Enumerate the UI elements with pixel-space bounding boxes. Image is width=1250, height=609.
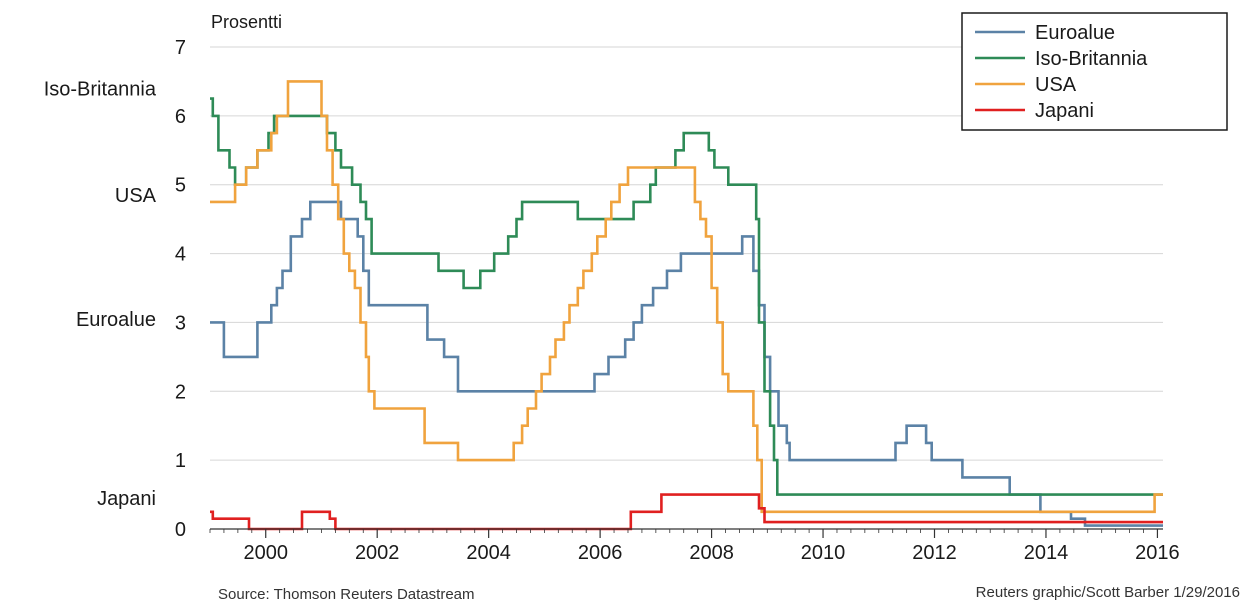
series-line-usa (210, 80, 1163, 514)
legend-label-euroalue: Euroalue (1035, 22, 1115, 44)
x-tick-label-2006: 2006 (578, 542, 623, 564)
side-label-japani: Japani (97, 488, 156, 510)
side-labels: Iso-Britannia USA Euroalue Japani (44, 78, 157, 510)
y-tick-label-2: 2 (175, 381, 186, 403)
y-tick-label-5: 5 (175, 175, 186, 197)
y-tick-label-4: 4 (175, 244, 186, 266)
y-tick-label-7: 7 (175, 37, 186, 59)
legend-label-iso-britannia: Iso-Britannia (1035, 48, 1148, 70)
x-tick-label-2012: 2012 (912, 542, 957, 564)
series-line-japani (210, 493, 1163, 531)
y-tick-label-0: 0 (175, 519, 186, 541)
x-tick-label-2008: 2008 (689, 542, 734, 564)
series-lines (210, 80, 1163, 531)
x-tick-label-2002: 2002 (355, 542, 400, 564)
x-tick-label-2000: 2000 (243, 542, 288, 564)
y-tick-label-3: 3 (175, 312, 186, 334)
series-line-euroalue (210, 200, 1163, 527)
source-note: Source: Thomson Reuters Datastream (218, 586, 475, 603)
legend-label-usa: USA (1035, 74, 1077, 96)
series-line-iso-britannia (210, 97, 1163, 496)
x-tick-label-2010: 2010 (801, 542, 846, 564)
credit-note: Reuters graphic/Scott Barber 1/29/2016 (976, 584, 1240, 601)
side-label-iso-britannia: Iso-Britannia (44, 78, 157, 100)
side-label-usa: USA (115, 185, 157, 207)
x-tick-label-2014: 2014 (1024, 542, 1069, 564)
x-tick-label-2016: 2016 (1135, 542, 1180, 564)
y-tick-label-1: 1 (175, 450, 186, 472)
legend: Euroalue Iso-Britannia USA Japani (961, 12, 1228, 131)
y-unit-label: Prosentti (211, 12, 282, 32)
side-label-euroalue: Euroalue (76, 309, 156, 331)
x-ticks: 2000 2002 2004 2006 2008 2010 2012 2014 2016 (209, 529, 1180, 564)
legend-label-japani: Japani (1035, 100, 1094, 122)
x-tick-label-2004: 2004 (466, 542, 511, 564)
y-ticks: 0 1 2 3 4 5 6 7 (175, 37, 186, 541)
y-tick-label-6: 6 (175, 106, 186, 128)
